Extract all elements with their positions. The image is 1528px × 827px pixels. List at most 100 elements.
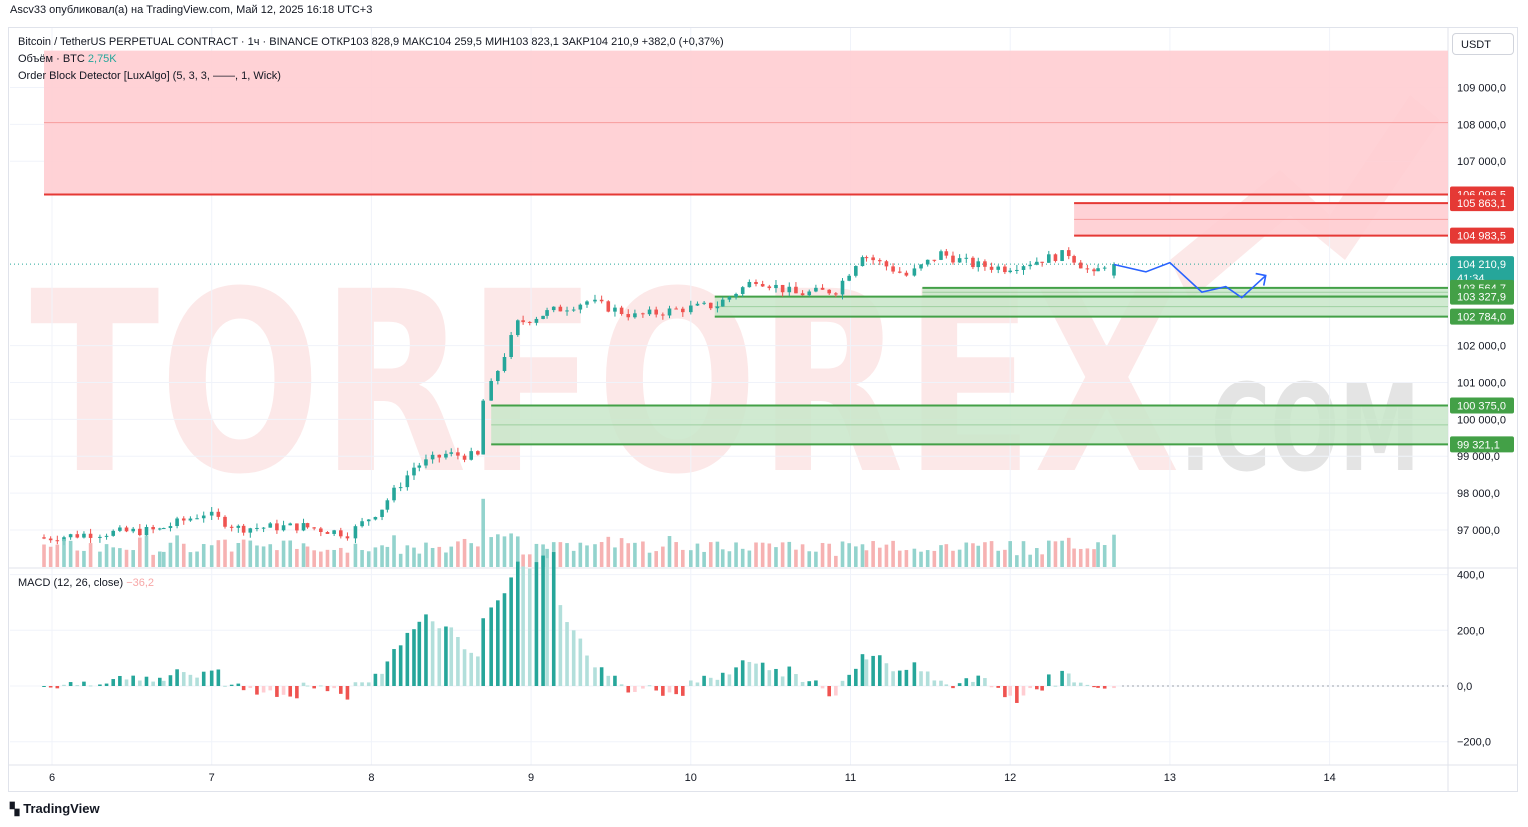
volume-bar [261,546,266,567]
price-badge-label: 99 321,1 [1457,439,1500,451]
candle [877,260,882,262]
price-tick-label: 102 000,0 [1457,341,1506,353]
candle [261,527,266,529]
macd-bar [541,555,545,686]
macd-bar [188,674,193,686]
candle [241,525,246,533]
candle [1008,270,1012,273]
macd-bar [976,675,981,686]
candles [42,247,1116,546]
volume-bar [534,543,539,567]
candle [1096,268,1100,272]
volume-bar [695,543,700,567]
candle [702,302,706,304]
macd-bar [971,681,975,686]
volume-bar [175,535,179,567]
macd-bar [939,680,943,686]
candle [144,526,149,536]
volume-bar [871,541,875,567]
macd-bar [424,614,428,686]
volume-bar [281,540,286,567]
time-tick-label: 9 [528,772,534,784]
macd-bar [48,686,53,688]
macd-bar [964,678,969,686]
macd-bar [1096,686,1100,688]
macd-bar [301,682,306,686]
macd-bar [360,682,364,686]
volume-bar [1060,540,1064,567]
volume-label: Объём · BTC [18,53,85,65]
currency-button[interactable]: USDT [1452,33,1514,55]
macd-bar [325,686,330,692]
macd-bar [449,627,454,686]
macd-bar [925,671,930,686]
macd-bar [834,686,838,696]
macd-bar [545,558,549,686]
candle [462,455,467,460]
volume-bar [702,551,706,567]
volume-bar [989,541,994,567]
macd-bar [366,682,371,686]
candle [469,451,474,460]
candle [983,261,987,267]
macd-bar [1003,686,1007,698]
volume-bar [345,552,350,567]
volume-bar [405,545,410,567]
candle [1085,268,1090,270]
volume-bar [168,542,173,567]
volume-bar [983,542,987,567]
volume-bar [255,545,259,567]
volume-bar [939,545,943,567]
candle [780,284,785,293]
price-tick-label: 108 000,0 [1457,119,1506,131]
candle [957,258,962,263]
volume-bar [667,536,672,567]
candle [1072,256,1076,263]
candle [111,530,116,536]
volume-bar [195,551,199,567]
macd-bar [1035,686,1039,690]
volume-bar [138,537,142,567]
candle [1053,254,1058,261]
volume-bar [236,542,241,567]
volume-bar [42,544,46,567]
volume-bar [1003,549,1007,567]
macd-bar [175,669,179,686]
macd-bar [807,681,812,686]
candle [834,293,838,295]
volume-bar [366,551,371,567]
volume-bar [275,550,279,567]
order-block-bullish [491,405,1448,445]
candle [319,528,323,532]
volume-bar [747,550,752,567]
macd-bar [1066,673,1071,686]
macd-bar [578,638,583,686]
macd-bar [715,679,720,686]
macd-bar [647,685,652,687]
macd-bar [734,667,738,686]
watermark: TORFOREX.COM [30,95,1440,529]
macd-bar [1028,686,1032,689]
candle [565,310,569,312]
candle [847,275,851,281]
macd-bar [430,621,435,686]
candle [398,487,403,489]
candle [964,257,969,259]
macd-bar [373,673,378,686]
macd-bar [641,686,645,689]
volume-bar [98,551,102,567]
macd-bar [268,686,273,691]
macd-bar [794,674,798,686]
macd-bar [720,672,725,686]
macd-legend: MACD (12, 26, close) −36,2 [18,577,154,589]
macd-bar [1046,674,1051,686]
macd-bar [599,667,604,686]
volume-bar [807,551,812,567]
candle [353,526,358,539]
volume-bar [319,551,323,567]
macd-bar [1102,686,1107,689]
price-tick-label: 109 000,0 [1457,83,1506,95]
volume-bar [1078,548,1083,567]
volume-bar [860,544,865,567]
